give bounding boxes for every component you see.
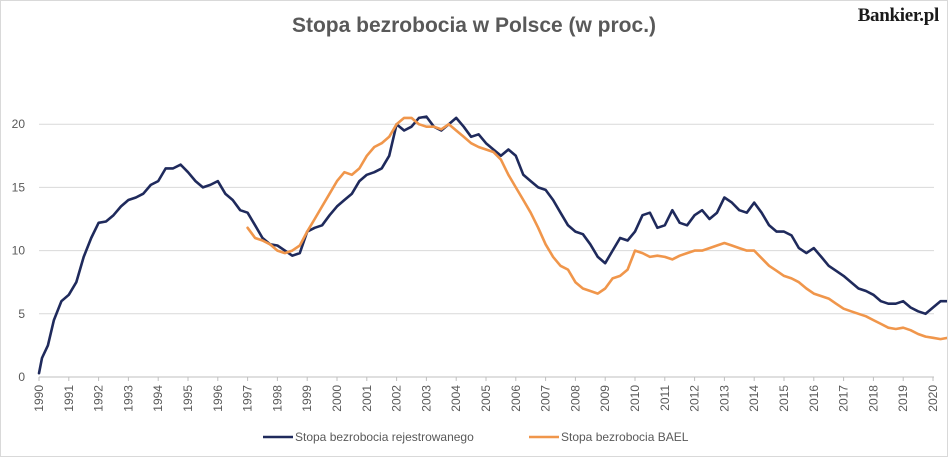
- x-tick-label: 1990: [32, 385, 46, 412]
- x-tick-label: 1997: [241, 385, 255, 412]
- x-tick-label: 2019: [896, 385, 910, 412]
- x-tick-label: 1996: [211, 385, 225, 412]
- series-line-2: [246, 116, 947, 341]
- chart-title: Stopa bezrobocia w Polsce (w proc.): [291, 14, 657, 37]
- x-tick-label: 1995: [181, 385, 195, 412]
- y-tick-label: 5: [18, 307, 25, 321]
- legend-label-1: Stopa bezrobocia rejestrowanego: [295, 430, 474, 444]
- x-tick-label: 2011: [658, 385, 672, 411]
- y-tick-label: 0: [18, 370, 25, 384]
- x-tick-label: 2007: [539, 385, 553, 412]
- x-tick-label: 2018: [866, 385, 880, 412]
- bankier-logo: Bankier.pl: [857, 5, 940, 26]
- x-tick-label: 2003: [419, 385, 433, 412]
- legend-label-2: Stopa bezrobocia BAEL: [561, 430, 689, 444]
- y-tick-label: 10: [12, 244, 26, 258]
- x-tick-label: 2014: [747, 385, 761, 412]
- series-lines: [37, 115, 947, 375]
- x-tick-label: 2004: [449, 385, 463, 412]
- x-tick-label: 2006: [509, 385, 523, 412]
- x-tick-label: 2010: [628, 385, 642, 412]
- x-tick-label: 1998: [270, 385, 284, 412]
- x-tick-label: 2017: [837, 385, 851, 412]
- x-tick-label: 2016: [807, 385, 821, 412]
- x-tick-label: 1993: [121, 385, 135, 412]
- x-tick-label: 2012: [688, 385, 702, 412]
- legend: Stopa bezrobocia rejestrowanego Stopa bez…: [263, 430, 689, 444]
- x-tick-label: 2000: [330, 385, 344, 412]
- x-tick-label: 2001: [360, 385, 374, 412]
- x-tick-label: 2002: [390, 385, 404, 412]
- x-tick-label: 2015: [777, 385, 791, 412]
- x-tick-label: 2013: [717, 385, 731, 412]
- x-tick-label: 2005: [479, 385, 493, 412]
- y-tick-label: 15: [12, 180, 26, 194]
- x-tick-label: 2008: [568, 385, 582, 412]
- x-tick-label: 2020: [926, 385, 940, 412]
- x-tick-label: 2009: [598, 385, 612, 412]
- x-axis-ticks: 1990 1991 1992 1993 1994 1995 1996 1997 1998 1999…: [32, 376, 940, 412]
- x-tick-label: 1994: [151, 385, 165, 412]
- x-tick-label: 1999: [300, 385, 314, 412]
- series-line-1: [37, 115, 947, 375]
- y-axis-ticks: 0 5 10 15 20: [12, 117, 26, 384]
- x-tick-label: 1992: [92, 385, 106, 412]
- x-tick-label: 1991: [62, 385, 76, 412]
- y-tick-label: 20: [12, 117, 26, 131]
- gridlines: [39, 123, 934, 378]
